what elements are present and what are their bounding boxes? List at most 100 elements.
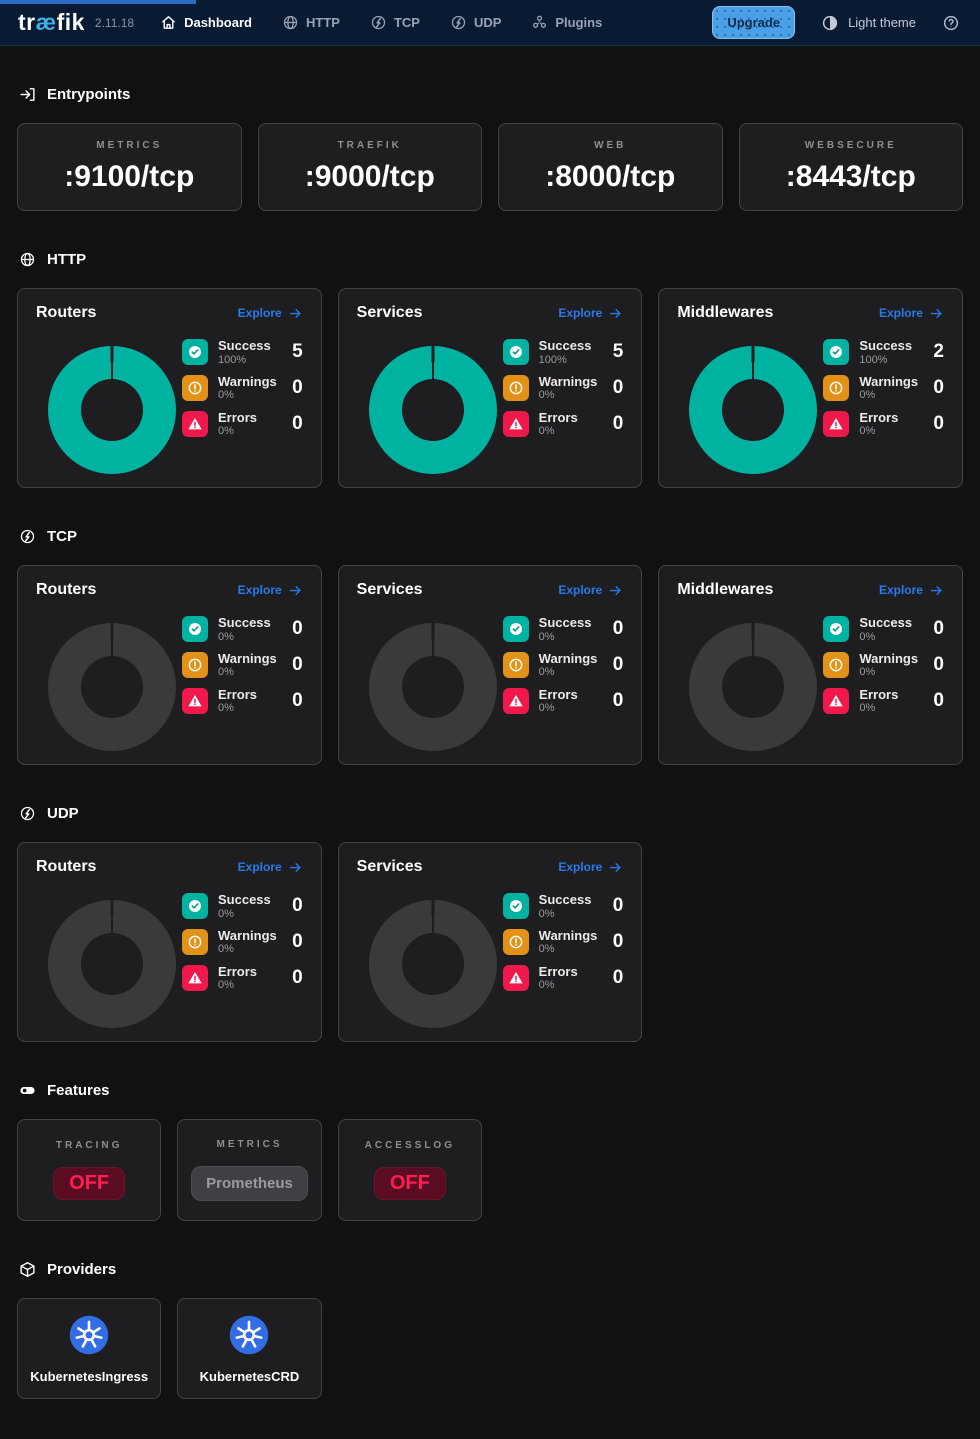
warning-triangle-icon — [508, 416, 524, 432]
feature-status-badge: Prometheus — [191, 1166, 308, 1201]
arrow-right-icon — [929, 306, 944, 321]
warning-triangle-icon — [828, 693, 844, 709]
card-title: Routers — [36, 304, 97, 321]
providers-heading: Providers — [19, 1261, 963, 1278]
check-circle-icon — [187, 621, 203, 637]
explore-link[interactable]: Explore — [558, 306, 623, 321]
nav-item-tcp[interactable]: TCP — [370, 14, 420, 31]
explore-link[interactable]: Explore — [238, 306, 303, 321]
legend-label: Success — [218, 615, 271, 630]
tcp-middlewares-card: Middlewares Explore Success 0% 0 Warnings 0% 0 E… — [658, 565, 963, 765]
legend-count: 5 — [612, 341, 624, 363]
providers-box-icon — [19, 1261, 36, 1278]
nav-item-http[interactable]: HTTP — [282, 14, 340, 31]
main-nav: Dashboard HTTP TCP UDP Plugins — [160, 14, 602, 31]
http-heading: HTTP — [19, 251, 963, 268]
legend-count: 0 — [933, 618, 944, 640]
legend-percent: 0% — [218, 666, 234, 679]
tcp-cards-grid: Routers Explore Success 0% 0 Warnings 0% 0 Error… — [17, 565, 963, 765]
error-badge — [823, 687, 850, 714]
explore-link[interactable]: Explore — [558, 583, 623, 598]
exclamation-circle-icon — [828, 657, 844, 673]
exclamation-circle-icon — [508, 657, 524, 673]
nav-item-udp[interactable]: UDP — [450, 14, 501, 31]
legend-percent: 0% — [538, 943, 555, 956]
feature-name: METRICS — [216, 1139, 283, 1150]
warning-badge — [182, 652, 208, 679]
http-services-card: Services Explore Success 100% 5 Warnings 0% 0 Er… — [337, 288, 643, 488]
success-badge — [502, 616, 529, 643]
legend-count: 0 — [292, 618, 303, 640]
donut-hole — [81, 933, 143, 995]
entrypoint-port: :8443/tcp — [785, 160, 916, 193]
legend-label: Errors — [218, 963, 258, 979]
legend-percent: 100% — [538, 353, 567, 366]
donut-hole — [401, 656, 464, 718]
feature-card-metrics: METRICS Prometheus — [177, 1119, 322, 1221]
features-toggle-icon — [19, 1082, 36, 1099]
legend-row-success: Success 100% 5 — [502, 338, 624, 367]
http-middlewares-card: Middlewares Explore Success 100% 2 Warnings 0%… — [658, 288, 963, 488]
chart-legend: Success 100% 5 Warnings 0% 0 Errors 0% 0 — [502, 338, 624, 439]
theme-toggle[interactable]: Light theme — [821, 14, 916, 32]
nav-item-plugins[interactable]: Plugins — [531, 14, 602, 31]
legend-row-success: Success 0% 0 — [502, 615, 624, 644]
legend-label: Success — [859, 615, 913, 630]
entrypoint-card-websecure: WEBSECURE :8443/tcp — [738, 123, 963, 211]
legend-row-error: Errors 0% 0 — [182, 687, 303, 716]
tcp-heading: TCP — [19, 528, 963, 545]
success-badge — [823, 339, 850, 366]
warning-badge — [182, 929, 208, 956]
dashboard-content: Entrypoints METRICS:9100/tcp TRAEFIK:9000… — [0, 86, 980, 1439]
legend-percent: 0% — [538, 630, 555, 643]
legend-label: Warnings — [538, 373, 598, 389]
legend-row-warning: Warnings 0% 0 — [502, 651, 623, 680]
card-title: Routers — [36, 581, 97, 598]
donut-chart — [48, 900, 176, 1028]
legend-percent: 0% — [538, 389, 555, 402]
theme-toggle-label: Light theme — [848, 15, 916, 30]
help-button[interactable] — [942, 14, 960, 32]
explore-link[interactable]: Explore — [238, 583, 303, 598]
tcp-title: TCP — [47, 528, 77, 545]
exclamation-circle-icon — [187, 657, 203, 673]
legend-count: 0 — [612, 931, 624, 953]
explore-link[interactable]: Explore — [879, 583, 944, 598]
warning-triangle-icon — [187, 970, 203, 986]
legend-percent: 0% — [859, 702, 876, 715]
entrypoints-grid: METRICS:9100/tcp TRAEFIK:9000/tcp WEB:8000… — [17, 123, 963, 211]
explore-label: Explore — [878, 306, 923, 320]
explore-link[interactable]: Explore — [558, 860, 623, 875]
error-badge — [182, 410, 208, 437]
entrypoints-icon — [19, 86, 36, 103]
legend-row-warning: Warnings 0% 0 — [502, 373, 623, 403]
traefik-logo[interactable]: tr æ fik — [18, 9, 85, 36]
legend-count: 0 — [612, 618, 624, 640]
explore-label: Explore — [237, 583, 282, 597]
error-badge — [182, 687, 208, 714]
logo-text-ae: æ — [35, 9, 57, 35]
feature-card-accesslog: ACCESSLOG OFF — [337, 1119, 482, 1221]
legend-count: 0 — [292, 412, 303, 434]
explore-label: Explore — [558, 306, 603, 320]
exclamation-circle-icon — [187, 934, 203, 950]
entrypoint-name: TRAEFIK — [337, 140, 402, 151]
legend-row-error: Errors 0% 0 — [502, 410, 623, 439]
donut-hole — [81, 656, 143, 718]
explore-link[interactable]: Explore — [238, 860, 303, 875]
legend-percent: 0% — [538, 666, 555, 679]
nav-item-label: HTTP — [305, 15, 340, 30]
chart-legend: Success 0% 0 Warnings 0% 0 Errors 0% 0 — [182, 892, 303, 992]
legend-row-error: Errors 0% 0 — [182, 410, 303, 439]
kubernetes-icon — [68, 1314, 110, 1356]
entrypoint-name: WEBSECURE — [804, 140, 897, 151]
version-label: 2.11.18 — [94, 15, 135, 30]
warning-badge — [823, 652, 850, 679]
check-circle-icon — [508, 621, 524, 637]
nav-item-dashboard[interactable]: Dashboard — [160, 14, 252, 31]
explore-link[interactable]: Explore — [879, 306, 944, 321]
legend-count: 0 — [292, 895, 303, 917]
legend-percent: 0% — [538, 979, 555, 992]
upgrade-button[interactable]: Upgrade — [712, 6, 796, 39]
globe-icon — [19, 251, 36, 268]
